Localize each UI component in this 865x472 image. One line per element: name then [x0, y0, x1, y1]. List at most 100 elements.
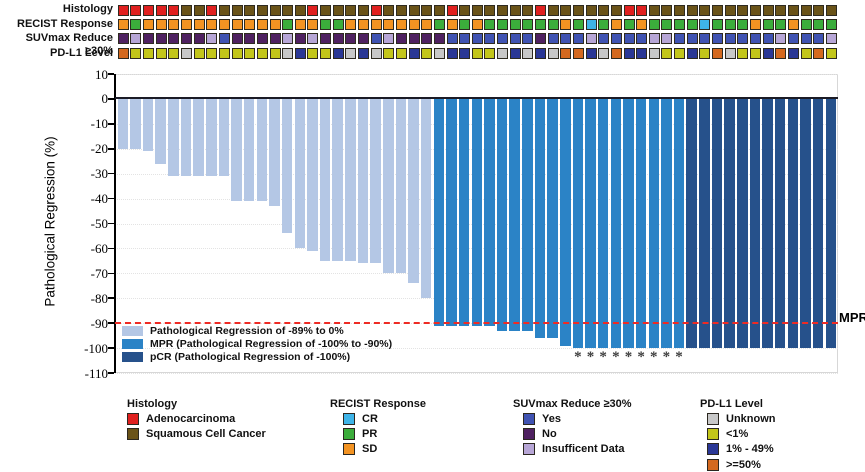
legend-item-label: Squamous Cell Cancer	[146, 428, 266, 441]
track-cell	[231, 33, 243, 45]
track-cell	[522, 18, 534, 30]
track-cell	[724, 18, 736, 30]
track-cell	[155, 18, 167, 30]
track-label-3: PD-L1 Level	[50, 46, 113, 59]
track-cell	[168, 33, 180, 45]
patient-bar	[597, 98, 609, 349]
track-cell	[775, 4, 787, 16]
track-cell	[825, 4, 837, 16]
track-cell	[762, 47, 774, 59]
track-cell	[282, 18, 294, 30]
legend-swatch	[707, 443, 719, 456]
track-cell	[825, 47, 837, 59]
track-cell	[218, 33, 230, 45]
legend-swatch	[707, 428, 719, 441]
legend-swatch	[523, 443, 535, 456]
track-cell	[181, 18, 192, 30]
track-cell	[497, 47, 509, 59]
track-cell	[699, 4, 711, 16]
patient-bar	[471, 98, 482, 326]
patient-bar	[243, 98, 255, 202]
track-cell	[585, 4, 597, 16]
y-tick-label: -90	[90, 315, 108, 331]
legend-swatch	[523, 413, 535, 425]
track-cell	[825, 33, 837, 45]
patient-bar	[345, 98, 356, 261]
track-cell	[256, 47, 268, 59]
track-cell	[636, 33, 648, 45]
track-cell	[345, 47, 357, 59]
y-tick-mark	[108, 172, 114, 175]
track-cell	[686, 4, 698, 16]
y-tick-label: -20	[90, 141, 108, 157]
plot-legend-swatch	[122, 351, 143, 362]
track-cell	[535, 47, 547, 59]
track-cell	[395, 18, 407, 30]
asterisk-marker: *	[650, 349, 658, 365]
track-cell	[320, 18, 332, 30]
track-cell	[712, 4, 724, 16]
track-label-2: SUVmax Reduce ≥30%	[25, 32, 113, 58]
track-cell	[572, 47, 584, 59]
track-cell	[256, 18, 268, 30]
legend-swatch	[127, 413, 139, 425]
y-tick-mark	[108, 123, 114, 125]
track-cell	[256, 4, 268, 16]
patient-bar	[737, 98, 748, 349]
track-cell	[433, 4, 445, 16]
track-cell	[699, 47, 711, 59]
track-cell	[661, 18, 673, 30]
track-cell	[345, 4, 357, 16]
y-tick-label: -80	[90, 290, 108, 306]
track-cell	[787, 18, 799, 30]
y-tick-mark	[108, 98, 114, 100]
track-cell	[724, 4, 736, 16]
track-cell	[724, 47, 736, 59]
track-cell	[206, 33, 218, 45]
track-cell	[598, 18, 610, 30]
patient-bar	[395, 98, 407, 274]
track-cell	[547, 4, 559, 16]
track-cell	[269, 33, 281, 45]
track-cell	[509, 47, 521, 59]
track-cell	[636, 18, 648, 30]
patient-bar	[635, 98, 647, 349]
track-cell	[749, 18, 761, 30]
y-tick-label: -110	[84, 365, 108, 381]
mpr-threshold-label: MPR	[839, 310, 865, 326]
legend-item-label: No	[542, 428, 557, 441]
track-cell	[332, 4, 344, 16]
track-cell	[471, 4, 483, 16]
legend-item-label: 1% - 49%	[726, 443, 774, 456]
patient-bar	[370, 98, 381, 264]
track-cell	[737, 33, 749, 45]
track-cell	[560, 18, 572, 30]
track-cell	[345, 18, 357, 30]
track-cell	[572, 18, 584, 30]
track-cell	[282, 47, 294, 59]
track-cell	[459, 4, 471, 16]
track-cell	[484, 47, 496, 59]
track-cell	[813, 18, 825, 30]
track-cell	[509, 18, 521, 30]
track-cell	[307, 47, 319, 59]
asterisk-marker: *	[599, 349, 607, 365]
legend-item-label: CR	[362, 413, 378, 425]
track-cell	[307, 4, 319, 16]
patient-bar	[522, 98, 533, 331]
patient-bar	[256, 98, 268, 202]
patient-bar	[130, 98, 141, 149]
track-cell	[522, 47, 534, 59]
track-cell	[408, 18, 420, 30]
track-cell	[433, 47, 445, 59]
y-tick-label: 0	[101, 91, 109, 107]
track-cell	[143, 33, 155, 45]
track-cell	[484, 4, 496, 16]
track-cell	[446, 18, 458, 30]
track-cell	[674, 18, 686, 30]
track-cell	[535, 18, 547, 30]
track-cell	[231, 47, 243, 59]
track-cell	[395, 4, 407, 16]
track-cell	[193, 47, 205, 59]
patient-bar	[749, 98, 761, 349]
